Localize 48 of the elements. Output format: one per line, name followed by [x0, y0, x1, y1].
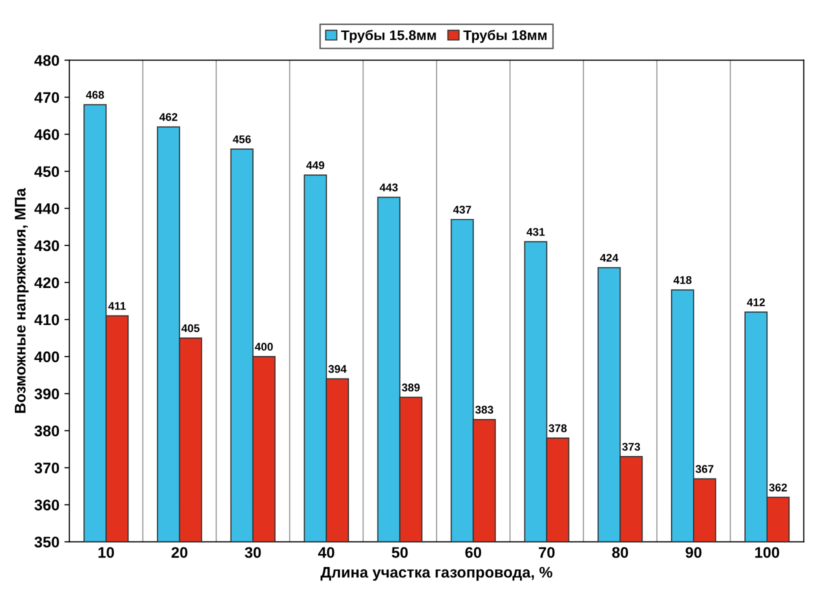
x-tick-label: 100 — [755, 547, 780, 558]
y-tick-label: 430 — [34, 240, 60, 252]
data-label: 383 — [475, 406, 494, 414]
y-tick-label: 420 — [34, 277, 60, 288]
data-label: 405 — [181, 324, 200, 332]
data-label: 443 — [380, 184, 398, 192]
y-axis-title: Возможные напряжения, МПа — [14, 188, 29, 413]
data-label: 373 — [622, 442, 640, 451]
y-tick-label: 350 — [34, 536, 60, 548]
data-label: 411 — [108, 302, 126, 310]
y-tick-label: 380 — [34, 426, 60, 436]
y-tick-label: 460 — [34, 129, 60, 140]
data-label: 468 — [86, 90, 104, 99]
x-tick-label: 30 — [244, 547, 261, 558]
data-label: 394 — [328, 365, 347, 373]
data-label: 424 — [600, 254, 618, 262]
legend-label: Трубы 18мм — [463, 30, 546, 43]
data-label: 367 — [696, 465, 714, 473]
y-tick-label: 480 — [34, 55, 60, 66]
data-label: 389 — [402, 384, 420, 392]
data-label: 431 — [526, 228, 545, 236]
y-tick-label: 390 — [34, 388, 60, 400]
data-label: 418 — [673, 276, 692, 284]
data-label: 437 — [453, 206, 472, 214]
y-tick-label: 450 — [34, 166, 60, 178]
x-tick-label: 90 — [686, 547, 702, 558]
x-tick-label: 20 — [172, 547, 188, 558]
x-tick-label: 60 — [465, 547, 482, 558]
y-tick-label: 370 — [34, 462, 60, 474]
y-tick-label: 440 — [34, 203, 60, 214]
data-label: 400 — [254, 342, 273, 351]
x-tick-label: 40 — [318, 547, 334, 558]
data-label: 462 — [159, 113, 178, 121]
y-tick-label: 400 — [34, 351, 60, 362]
data-label: 449 — [306, 161, 324, 170]
data-label: 362 — [769, 484, 787, 492]
legend-label: Трубы 15.8мм — [341, 30, 436, 43]
y-tick-label: 360 — [34, 500, 60, 510]
x-tick-label: 70 — [538, 547, 555, 558]
data-label: 378 — [548, 424, 567, 432]
y-tick-label: 470 — [34, 92, 60, 103]
x-tick-label: 50 — [392, 547, 408, 558]
x-tick-label: 80 — [612, 547, 628, 558]
x-tick-label: 10 — [98, 547, 114, 558]
data-label: 412 — [746, 298, 765, 306]
data-label: 456 — [232, 135, 251, 144]
y-tick-label: 410 — [34, 314, 60, 326]
x-axis-title: Длина участка газопровода, % — [320, 566, 552, 581]
